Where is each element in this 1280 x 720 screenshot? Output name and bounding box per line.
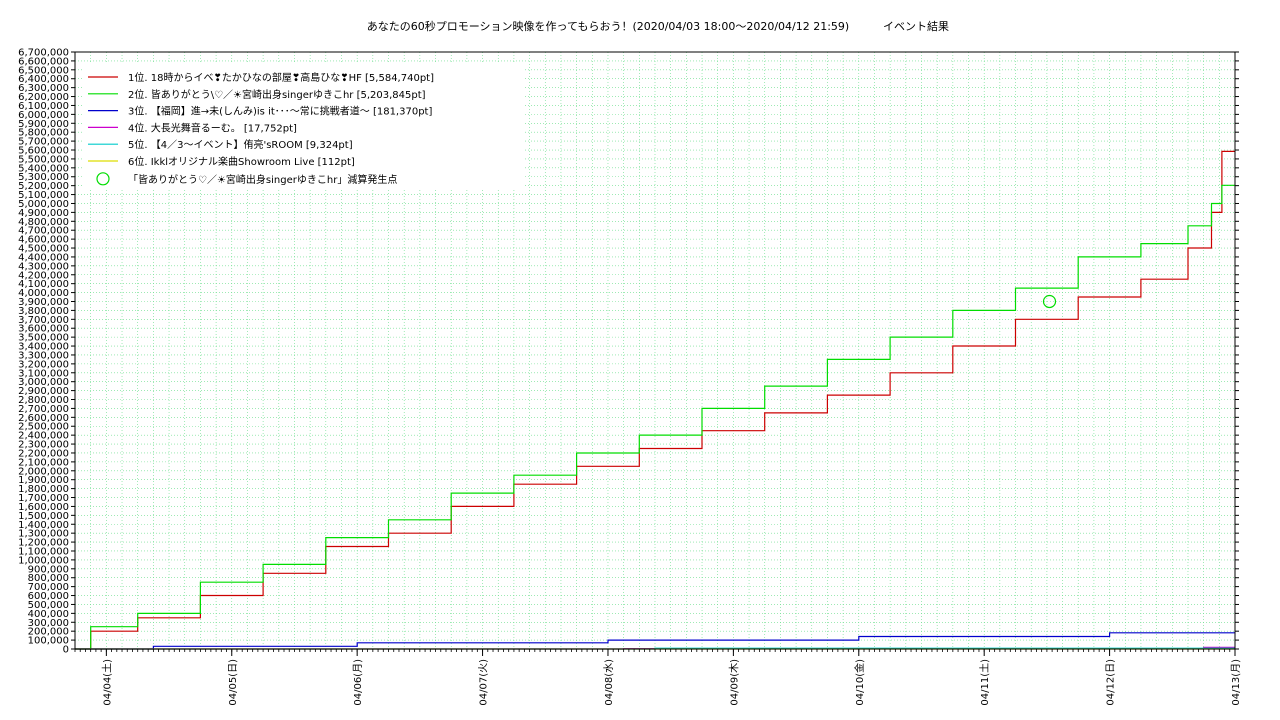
legend: 1位. 18時からイベ❣たかひなの部屋❣高島ひな❣HF [5,584,740pt…	[82, 62, 524, 190]
y-tick-label: 300,000	[28, 618, 69, 629]
x-tick-label: 04/13(月)	[1230, 659, 1242, 706]
x-tick-label: 04/07(火)	[478, 659, 490, 706]
y-tick-label: 3,200,000	[18, 359, 69, 370]
y-tick-label: 3,000,000	[18, 377, 69, 388]
y-tick-label: 2,000,000	[18, 466, 69, 477]
y-tick-label: 6,300,000	[18, 83, 69, 94]
y-tick-label: 1,100,000	[18, 546, 69, 557]
y-tick-label: 5,600,000	[18, 146, 69, 157]
y-tick-label: 1,400,000	[18, 520, 69, 531]
series-line-3	[75, 632, 1235, 650]
y-tick-label: 2,700,000	[18, 404, 69, 415]
y-tick-label: 2,500,000	[18, 422, 69, 433]
y-tick-label: 4,300,000	[18, 261, 69, 272]
y-tick-label: 3,100,000	[18, 368, 69, 379]
y-tick-label: 6,500,000	[18, 65, 69, 76]
y-tick-label: 4,700,000	[18, 226, 69, 237]
legend-entry-5: 5位. 【4／3〜イベント】侑亮'sROOM [9,324pt]	[128, 138, 353, 151]
legend-entry-2: 2位. 皆ありがとう\♡／☀宮崎出身singerゆきこhr [5,203,845…	[128, 88, 426, 101]
y-tick-label: 2,600,000	[18, 413, 69, 424]
y-tick-label: 4,000,000	[18, 288, 69, 299]
x-tick-label: 04/04(土)	[100, 659, 113, 706]
legend-annotation-entry-1: 「皆ありがとう♡／☀宮崎出身singerゆきこhr」減算発生点	[128, 173, 397, 186]
y-tick-label: 800,000	[28, 573, 69, 584]
y-tick-label: 5,800,000	[18, 128, 69, 139]
y-tick-label: 4,900,000	[18, 208, 69, 219]
y-tick-label: 4,200,000	[18, 270, 69, 281]
y-tick-label: 3,800,000	[18, 306, 69, 317]
y-tick-label: 5,100,000	[18, 190, 69, 201]
y-tick-label: 1,700,000	[18, 493, 69, 504]
y-tick-label: 5,300,000	[18, 172, 69, 183]
chart-subtitle: イベント結果	[883, 19, 949, 33]
y-tick-label: 700,000	[28, 582, 69, 593]
y-tick-label: 5,500,000	[18, 154, 69, 165]
y-tick-label: 600,000	[28, 591, 69, 602]
y-tick-label: 4,400,000	[18, 252, 69, 263]
y-axis: 0100,000200,000300,000400,000500,000600,…	[18, 48, 1239, 656]
chart-title: あなたの60秒プロモーション映像を作ってもらおう！(2020/04/03 18:…	[367, 19, 849, 33]
y-tick-label: 100,000	[28, 636, 69, 647]
y-tick-label: 6,400,000	[18, 74, 69, 85]
x-tick-label: 04/06(月)	[352, 659, 364, 706]
x-axis: 04/04(土) 04/05(日) 04/06(月) 04/07(火) 04/08(水)…	[74, 649, 1242, 706]
y-tick-label: 2,800,000	[18, 395, 69, 406]
y-tick-label: 2,400,000	[18, 431, 69, 442]
y-tick-label: 3,300,000	[18, 350, 69, 361]
y-tick-label: 1,000,000	[18, 555, 69, 566]
y-tick-label: 5,200,000	[18, 181, 69, 192]
y-tick-label: 6,600,000	[18, 56, 69, 67]
y-tick-label: 6,700,000	[18, 48, 69, 59]
y-tick-label: 4,600,000	[18, 235, 69, 246]
y-tick-label: 6,100,000	[18, 101, 69, 112]
legend-box	[82, 62, 524, 190]
y-tick-label: 4,100,000	[18, 279, 69, 290]
x-tick-label: 04/08(水)	[603, 659, 615, 706]
y-tick-label: 2,900,000	[18, 386, 69, 397]
y-tick-label: 1,500,000	[18, 511, 69, 522]
y-tick-label: 500,000	[28, 600, 69, 611]
y-tick-label: 2,200,000	[18, 448, 69, 459]
y-tick-label: 1,600,000	[18, 502, 69, 513]
x-tick-label: 04/11(土)	[978, 659, 991, 706]
y-tick-label: 5,900,000	[18, 119, 69, 130]
y-tick-label: 900,000	[28, 564, 69, 575]
y-tick-label: 4,800,000	[18, 217, 69, 228]
y-tick-label: 2,100,000	[18, 457, 69, 468]
y-tick-label: 400,000	[28, 609, 69, 620]
x-tick-label: 04/10(金)	[853, 659, 866, 706]
y-tick-label: 3,400,000	[18, 342, 69, 353]
y-tick-label: 3,500,000	[18, 333, 69, 344]
y-tick-label: 3,900,000	[18, 297, 69, 308]
legend-annotation-marker-1	[96, 172, 110, 186]
y-tick-label: 5,700,000	[18, 137, 69, 148]
y-tick-label: 3,600,000	[18, 324, 69, 335]
y-tick-label: 3,700,000	[18, 315, 69, 326]
x-tick-label: 04/05(日)	[228, 659, 239, 706]
legend-entry-3: 3位. 【福岡】進→未(しんみ)is it･･･〜常に挑戦者道〜 [181,37…	[128, 105, 432, 118]
legend-entry-1: 1位. 18時からイベ❣たかひなの部屋❣高島ひな❣HF [5,584,740pt…	[128, 71, 434, 84]
y-tick-label: 5,000,000	[18, 199, 69, 210]
y-tick-label: 200,000	[28, 627, 69, 638]
series-line-2	[75, 184, 1235, 650]
y-tick-label: 2,300,000	[18, 440, 69, 451]
y-tick-label: 0	[63, 645, 69, 656]
y-tick-label: 4,500,000	[18, 244, 69, 255]
y-tick-label: 1,900,000	[18, 475, 69, 486]
legend-entry-4: 4位. 大長光舞音るーむ。 [17,752pt]	[128, 121, 297, 134]
y-tick-label: 1,200,000	[18, 538, 69, 549]
annotation-marker-1	[1042, 294, 1057, 309]
y-tick-label: 1,800,000	[18, 484, 69, 495]
y-tick-label: 5,400,000	[18, 163, 69, 174]
x-tick-label: 04/12(日)	[1106, 659, 1117, 706]
legend-entry-6: 6位. Ikklオリジナル楽曲Showroom Live [112pt]	[128, 155, 355, 168]
y-tick-label: 6,200,000	[18, 92, 69, 103]
y-tick-label: 6,000,000	[18, 110, 69, 121]
x-tick-label: 04/09(木)	[728, 659, 740, 706]
y-tick-label: 1,300,000	[18, 529, 69, 540]
